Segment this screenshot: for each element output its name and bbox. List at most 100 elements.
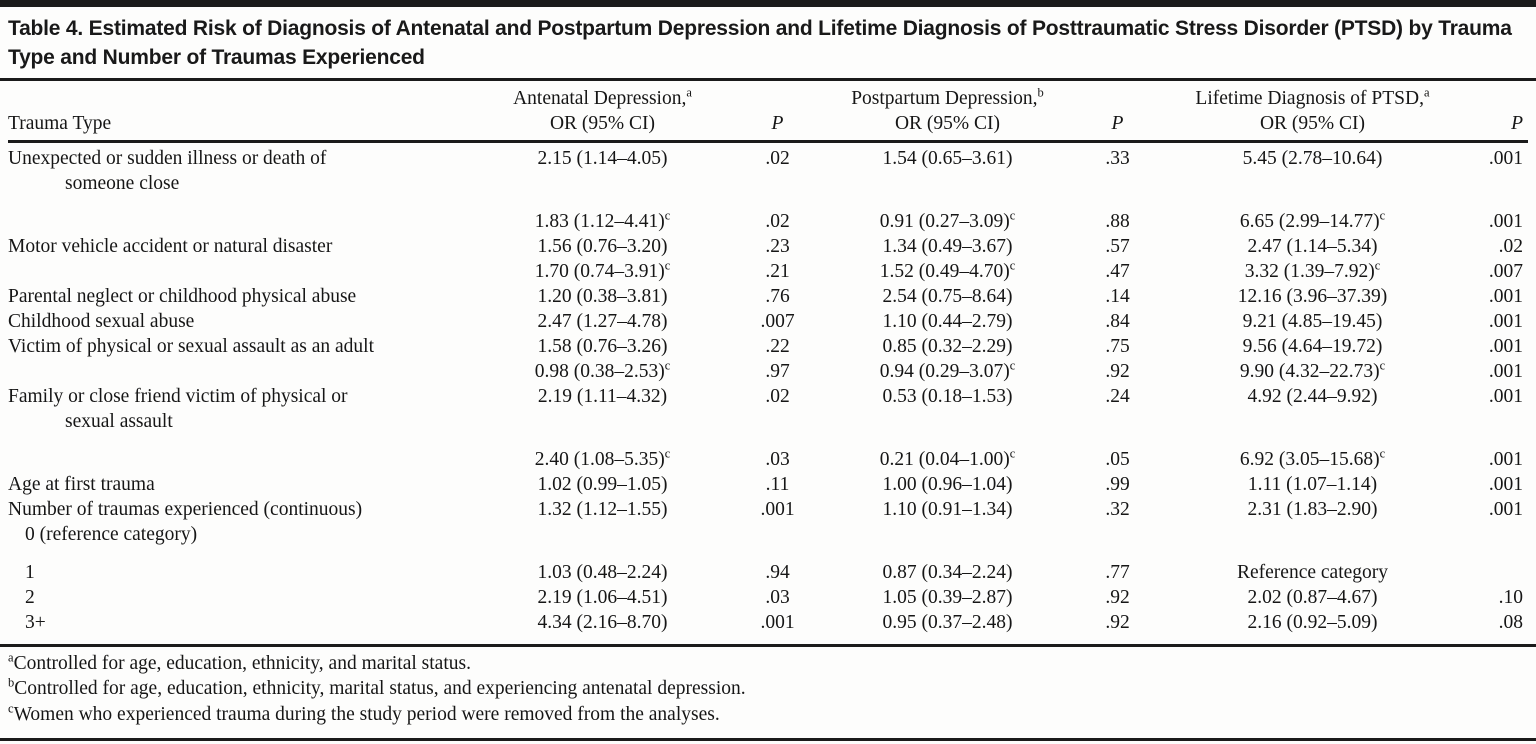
ptsd-p-cell: .001 [1488, 499, 1523, 520]
trauma-type-cell: Parental neglect or childhood physical a… [8, 286, 357, 307]
trauma-type-cell: Childhood sexual abuse [8, 311, 195, 332]
postpartum-p-cell: .24 [1105, 386, 1130, 407]
postpartum-or-cell: 0.21 (0.04–1.00)c [879, 446, 1016, 470]
table-row: 2 2.19 (1.06–4.51) .03 1.05 (0.39–2.87) … [8, 585, 1528, 610]
ptsd-p-cell: .10 [1498, 587, 1523, 608]
antenatal-or-cell: 2.19 (1.11–4.32) [537, 386, 668, 407]
postpartum-or-cell: 1.34 (0.49–3.67) [882, 236, 1013, 257]
postpartum-p-cell: .92 [1105, 587, 1130, 608]
table-row: 2.40 (1.08–5.35)c .03 0.21 (0.04–1.00)c … [8, 434, 1528, 472]
column-header-ptsd-or: Lifetime Diagnosis of PTSD,a OR (95% CI) [1140, 81, 1485, 143]
ptsd-or-cell: 5.45 (2.78–10.64) [1242, 148, 1383, 169]
footnote-b: bControlled for age, education, ethnicit… [8, 675, 746, 699]
antenatal-p-cell: .21 [765, 261, 790, 282]
table-row: Unexpected or sudden illness or death of… [8, 142, 1528, 197]
table-row: Number of traumas experienced (continuou… [8, 497, 1528, 522]
postpartum-p-cell: .14 [1105, 286, 1130, 307]
postpartum-p-cell: .92 [1105, 612, 1130, 633]
table-title: Table 4. Estimated Risk of Diagnosis of … [8, 17, 1512, 69]
antenatal-or-cell: 0.98 (0.38–2.53)c [534, 358, 671, 382]
postpartum-p-cell: .05 [1105, 449, 1130, 470]
results-table: Trauma Type Antenatal Depression,a OR (9… [8, 81, 1528, 635]
ptsd-or-cell: 2.31 (1.83–2.90) [1247, 499, 1378, 520]
postpartum-or-cell: 2.54 (0.75–8.64) [882, 286, 1013, 307]
ptsd-p-cell: .001 [1488, 474, 1523, 495]
ptsd-p-cell: .001 [1488, 386, 1523, 407]
antenatal-p-cell: .007 [760, 311, 795, 332]
antenatal-p-cell: .03 [765, 587, 790, 608]
table-row: Age at first trauma 1.02 (0.99–1.05) .11… [8, 472, 1528, 497]
antenatal-or-cell: 1.32 (1.12–1.55) [537, 499, 668, 520]
postpartum-p-cell: .47 [1105, 261, 1130, 282]
postpartum-or-cell: 1.10 (0.91–1.34) [882, 499, 1013, 520]
header-row: Trauma Type Antenatal Depression,a OR (9… [8, 81, 1528, 143]
ptsd-p-cell [1485, 547, 1528, 585]
postpartum-or-cell: 0.95 (0.37–2.48) [882, 612, 1013, 633]
postpartum-p-cell: .32 [1105, 499, 1130, 520]
ptsd-or-cell: 1.11 (1.07–1.14) [1247, 474, 1378, 495]
table-row: Parental neglect or childhood physical a… [8, 284, 1528, 309]
trauma-type-cell: Motor vehicle accident or natural disast… [8, 236, 333, 257]
antenatal-p-cell: .97 [765, 361, 790, 382]
ptsd-or-cell: 2.47 (1.14–5.34) [1247, 236, 1378, 257]
antenatal-p-cell: .76 [765, 286, 790, 307]
ptsd-or-cell: 2.02 (0.87–4.67) [1247, 587, 1378, 608]
trauma-type-cell: Victim of physical or sexual assault as … [8, 336, 374, 357]
antenatal-or-cell: 2.15 (1.14–4.05) [537, 148, 668, 169]
antenatal-p-cell: .22 [765, 336, 790, 357]
trauma-type-cell: 1 [25, 562, 35, 583]
ptsd-or-cell: 6.65 (2.99–14.77)c [1239, 208, 1386, 232]
trauma-type-cell: 3+ [25, 612, 46, 633]
antenatal-p-cell: .94 [765, 562, 790, 583]
trauma-type-cell [8, 259, 450, 284]
antenatal-or-cell: 4.34 (2.16–8.70) [537, 612, 668, 633]
ptsd-p-cell: .02 [1498, 236, 1523, 257]
ptsd-or-cell: 9.21 (4.85–19.45) [1242, 311, 1383, 332]
postpartum-or-cell: 1.54 (0.65–3.61) [882, 148, 1013, 169]
ptsd-or-cell: 3.32 (1.39–7.92)c [1244, 258, 1381, 282]
antenatal-p-cell: .001 [760, 612, 795, 633]
antenatal-p-cell: .03 [765, 449, 790, 470]
postpartum-or-cell [800, 522, 1095, 547]
table-row: 3+ 4.34 (2.16–8.70) .001 0.95 (0.37–2.48… [8, 610, 1528, 635]
table-row: Victim of physical or sexual assault as … [8, 334, 1528, 359]
postpartum-p-cell: .33 [1105, 148, 1130, 169]
ptsd-or-cell: 9.56 (4.64–19.72) [1242, 336, 1383, 357]
postpartum-p-cell: .84 [1105, 311, 1130, 332]
antenatal-p-cell: .001 [760, 499, 795, 520]
postpartum-p-cell [1095, 522, 1140, 547]
table-row: 1 1.03 (0.48–2.24) .94 0.87 (0.34–2.24) … [8, 547, 1528, 585]
postpartum-p-cell: .99 [1105, 474, 1130, 495]
ptsd-p-cell: .001 [1488, 336, 1523, 357]
postpartum-p-cell: .77 [1105, 562, 1130, 583]
postpartum-or-cell: 1.00 (0.96–1.04) [882, 474, 1013, 495]
antenatal-or-cell: 1.56 (0.76–3.20) [537, 236, 668, 257]
table-row: 1.83 (1.12–4.41)c .02 0.91 (0.27–3.09)c … [8, 196, 1528, 234]
antenatal-p-cell: .02 [765, 148, 790, 169]
body-bottom-rule [0, 644, 1536, 647]
footnote-a: aControlled for age, education, ethnicit… [8, 650, 471, 674]
column-header-antenatal-or: Antenatal Depression,a OR (95% CI) [450, 81, 755, 143]
antenatal-p-cell: .02 [765, 211, 790, 232]
postpartum-or-cell: 0.91 (0.27–3.09)c [879, 208, 1016, 232]
postpartum-or-cell: 0.87 (0.34–2.24) [882, 562, 1013, 583]
column-header-ptsd-p: P [1485, 81, 1528, 143]
trauma-type-cell: Age at first trauma [8, 474, 155, 495]
antenatal-or-cell: 1.58 (0.76–3.26) [537, 336, 668, 357]
table-row: Childhood sexual abuse 2.47 (1.27–4.78) … [8, 309, 1528, 334]
ptsd-p-cell: .001 [1488, 311, 1523, 332]
table-row: 0.98 (0.38–2.53)c .97 0.94 (0.29–3.07)c … [8, 359, 1528, 384]
postpartum-p-cell: .75 [1105, 336, 1130, 357]
column-header-postpartum-or: Postpartum Depression,b OR (95% CI) [800, 81, 1095, 143]
column-header-antenatal-p: P [755, 81, 800, 143]
ptsd-or-cell: 4.92 (2.44–9.92) [1247, 386, 1378, 407]
postpartum-or-cell: 0.94 (0.29–3.07)c [879, 358, 1016, 382]
antenatal-or-cell: 1.70 (0.74–3.91)c [534, 258, 671, 282]
trauma-type-cell [8, 359, 450, 384]
ptsd-p-cell: .001 [1488, 286, 1523, 307]
postpartum-or-cell: 0.85 (0.32–2.29) [882, 336, 1013, 357]
trauma-type-cell: Unexpected or sudden illness or death of… [8, 148, 327, 194]
antenatal-or-cell: 2.47 (1.27–4.78) [537, 311, 668, 332]
trauma-type-cell: Family or close friend victim of physica… [8, 386, 348, 432]
title-rule [0, 78, 1536, 81]
